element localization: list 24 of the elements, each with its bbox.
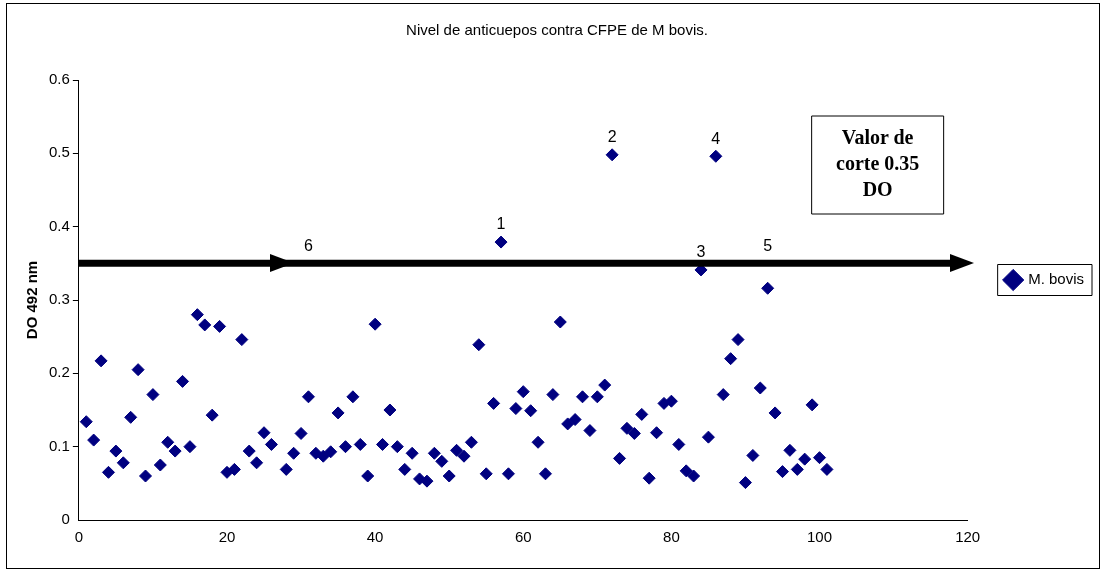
y-tick-label: 0.3 <box>48 290 70 308</box>
y-tick-label: 0.5 <box>48 143 70 161</box>
ref-line-label: Valor de corte 0.35 DO <box>836 126 920 201</box>
x-tick-label: 40 <box>366 528 384 546</box>
y-tick-label: 0.6 <box>48 70 70 88</box>
y-tick-label: 0.4 <box>48 216 70 234</box>
x-tick-label: 20 <box>218 528 236 546</box>
x-tick-label: 120 <box>955 528 981 546</box>
x-tick-label: 80 <box>663 528 680 546</box>
annotation: 3 <box>696 243 706 261</box>
annotation: 2 <box>607 128 617 146</box>
x-tick-label: 0 <box>74 528 84 546</box>
chart-title: Nivel de anticuepos contra CFPE de M bovis. <box>406 21 708 39</box>
y-tick-label: 0.1 <box>48 436 70 454</box>
legend-label: M. bovis <box>1028 270 1085 288</box>
annotation: 5 <box>763 236 773 254</box>
annotation: 6 <box>304 236 314 254</box>
y-tick-label: 0.2 <box>48 363 70 381</box>
y-axis-title: DO 492 nm <box>23 260 41 340</box>
x-tick-label: 60 <box>514 528 532 546</box>
annotation: 1 <box>496 215 506 233</box>
x-tick-label: 100 <box>807 528 833 546</box>
annotation: 4 <box>711 129 721 147</box>
y-tick-label: 0 <box>61 510 70 528</box>
